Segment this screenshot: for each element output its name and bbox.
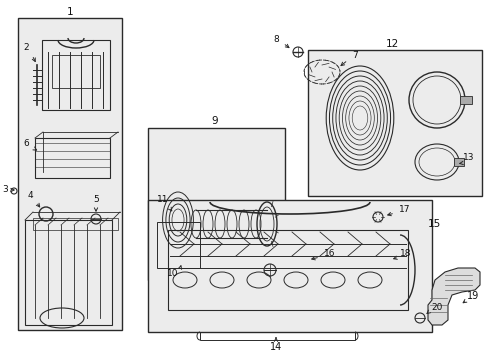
Bar: [308, 50, 482, 196]
Text: 13: 13: [463, 153, 475, 162]
Text: 19: 19: [467, 291, 479, 301]
Bar: [33, 218, 118, 230]
Text: 17: 17: [399, 206, 411, 215]
Bar: [52, 55, 100, 88]
Text: 1: 1: [67, 7, 74, 17]
Text: 20: 20: [431, 302, 442, 311]
Bar: [148, 200, 432, 332]
Bar: [168, 230, 408, 310]
Polygon shape: [428, 268, 480, 325]
Text: 2: 2: [23, 42, 29, 51]
Bar: [25, 220, 112, 325]
Text: 7: 7: [352, 51, 358, 60]
Bar: [200, 332, 355, 340]
Text: 3: 3: [2, 185, 8, 194]
Text: 4: 4: [27, 192, 33, 201]
Text: 12: 12: [385, 39, 399, 49]
Bar: [460, 96, 472, 104]
Bar: [42, 40, 110, 110]
Bar: [148, 128, 285, 280]
Text: 18: 18: [400, 249, 412, 258]
Text: 15: 15: [427, 219, 441, 229]
Bar: [454, 158, 464, 166]
Text: 10: 10: [167, 269, 179, 278]
Text: 9: 9: [212, 116, 219, 126]
Text: 14: 14: [270, 342, 282, 352]
Text: 5: 5: [93, 195, 99, 204]
Text: 11: 11: [157, 195, 169, 204]
Text: 16: 16: [324, 249, 336, 258]
Bar: [157, 222, 200, 268]
Bar: [35, 138, 110, 178]
Text: 6: 6: [23, 139, 29, 148]
Bar: [18, 18, 122, 330]
Text: 8: 8: [273, 36, 279, 45]
